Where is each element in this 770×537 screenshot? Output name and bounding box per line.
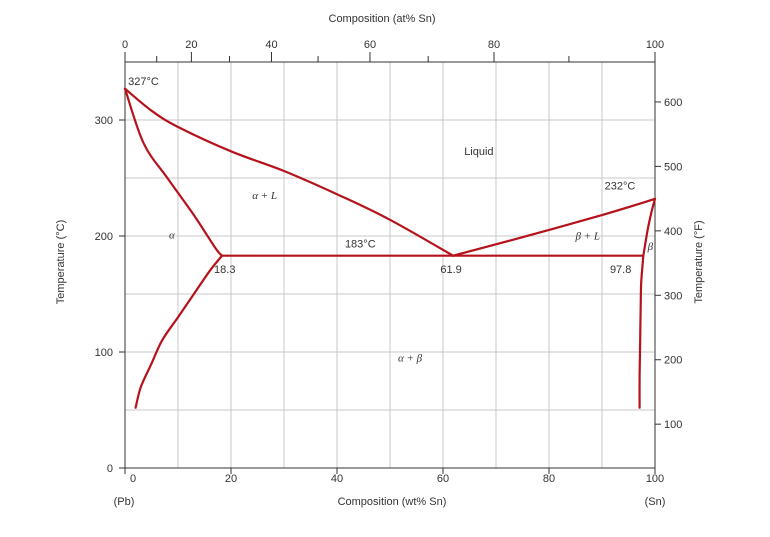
annotation-label: Liquid <box>464 146 493 158</box>
left-tick-label: 100 <box>95 347 113 359</box>
top-tick-label: 40 <box>265 39 277 51</box>
grid <box>125 61 655 468</box>
top-tick-label: 20 <box>185 39 197 51</box>
bottom-tick-label: 40 <box>331 473 343 485</box>
right-tick-label: 400 <box>664 226 682 238</box>
right-tick-label: 100 <box>664 419 682 431</box>
bottom-tick-label: 80 <box>543 473 555 485</box>
phase-region-label: α + L <box>252 190 277 202</box>
top-tick-label: 100 <box>646 39 664 51</box>
top-axis-title: Composition (at% Sn) <box>329 13 436 25</box>
annotation-label: 327°C <box>128 76 159 88</box>
annotation-label: 183°C <box>345 239 376 251</box>
annotation-label: 97.8 <box>610 264 631 276</box>
top-tick-label: 60 <box>364 39 376 51</box>
top-tick-label: 80 <box>488 39 500 51</box>
annotation-label: 61.9 <box>440 264 461 276</box>
top-axis: 0 20 40 60 80 100 <box>122 39 664 62</box>
phase-boundary-5 <box>638 254 645 409</box>
right-axis: 100 200 300 400 500 600 <box>655 97 682 431</box>
phase-boundary-2 <box>452 197 657 257</box>
sn-end-label: (Sn) <box>645 496 666 508</box>
phase-boundary-0 <box>123 87 224 257</box>
right-tick-label: 500 <box>664 161 682 173</box>
annotation-label: 232°C <box>605 181 636 193</box>
bottom-tick-label: 20 <box>225 473 237 485</box>
left-axis-title: Temperature (°C) <box>55 220 67 304</box>
pb-end-label: (Pb) <box>114 496 135 508</box>
plot-frame <box>124 61 656 469</box>
right-tick-label: 300 <box>664 290 682 302</box>
bottom-tick-label: 100 <box>646 473 664 485</box>
annotations: 327°C Liquid 232°C 183°C 18.3 61.9 97.8 α + L α β… <box>128 76 653 364</box>
right-tick-label: 600 <box>664 97 682 109</box>
phase-boundaries <box>123 87 657 409</box>
right-axis-title: Temperature (°F) <box>693 220 705 303</box>
phase-boundary-3 <box>134 254 224 409</box>
right-tick-label: 200 <box>664 355 682 367</box>
bottom-tick-label: 60 <box>437 473 449 485</box>
phase-boundary-1 <box>123 87 455 257</box>
phase-region-label: β + L <box>575 230 601 242</box>
phase-region-label: α + β <box>398 352 423 364</box>
left-tick-label: 0 <box>107 463 113 475</box>
annotation-label: 18.3 <box>214 264 235 276</box>
left-tick-label: 200 <box>95 231 113 243</box>
top-tick-label: 0 <box>122 39 128 51</box>
bottom-axis: 0 20 40 60 80 100 <box>124 468 664 485</box>
phase-region-label: α <box>169 229 175 241</box>
phase-boundary-6 <box>642 197 657 257</box>
bottom-tick-label: 0 <box>130 473 136 485</box>
left-tick-label: 300 <box>95 115 113 127</box>
left-axis: 0 100 200 300 <box>95 115 125 475</box>
phase-region-label: β <box>647 241 654 253</box>
bottom-axis-title: Composition (wt% Sn) <box>338 496 447 508</box>
